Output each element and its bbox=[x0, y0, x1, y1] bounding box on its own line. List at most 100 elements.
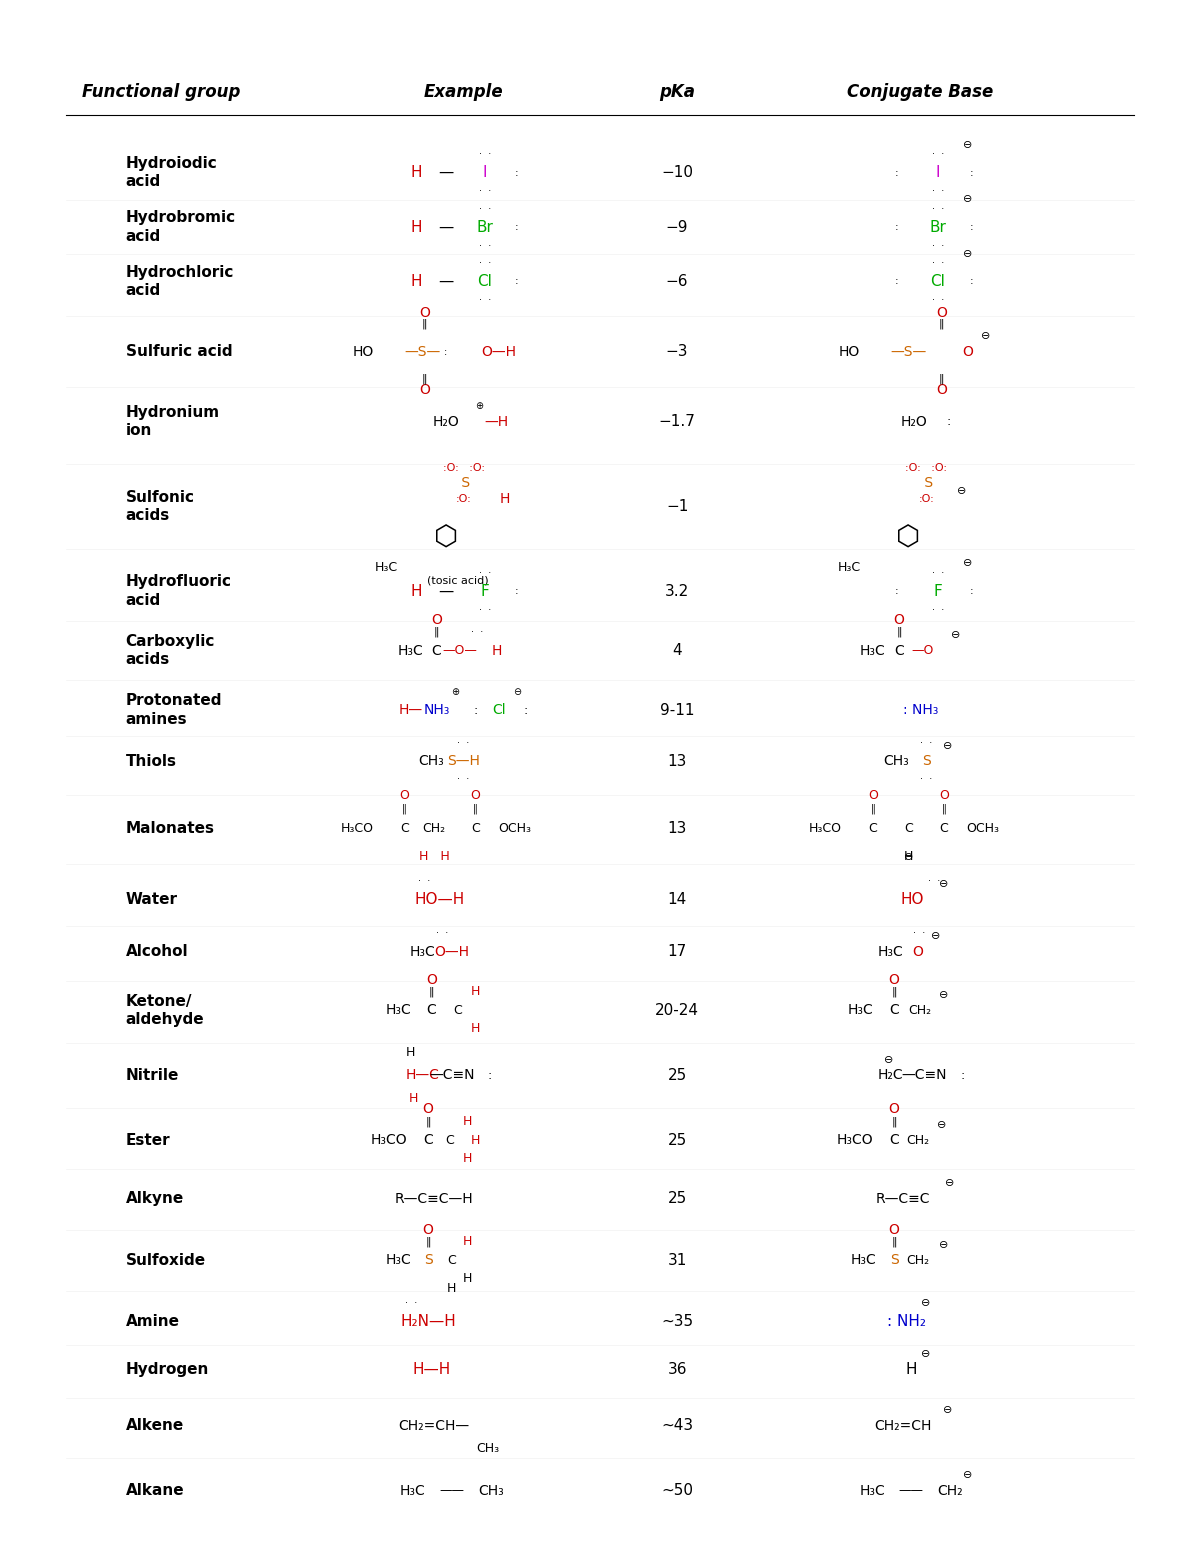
Text: H: H bbox=[500, 492, 510, 506]
Text: C: C bbox=[869, 823, 877, 836]
Text: H₃C: H₃C bbox=[860, 643, 886, 657]
Text: CH₂=CH—: CH₂=CH— bbox=[398, 1419, 469, 1433]
Text: :: : bbox=[943, 415, 952, 429]
Text: ⊕: ⊕ bbox=[475, 401, 484, 412]
Text: Cl: Cl bbox=[931, 273, 946, 289]
Text: ⬡: ⬡ bbox=[433, 523, 458, 551]
Text: ·  ·: · · bbox=[436, 929, 449, 938]
Text: CH₃: CH₃ bbox=[478, 1483, 504, 1497]
Text: Amine: Amine bbox=[126, 1314, 180, 1329]
Text: O: O bbox=[426, 972, 437, 986]
Text: −1: −1 bbox=[666, 499, 689, 514]
Text: H: H bbox=[462, 1236, 472, 1249]
Text: 20-24: 20-24 bbox=[655, 1003, 700, 1017]
Text: :: : bbox=[970, 168, 973, 177]
Text: H₃CO: H₃CO bbox=[836, 1134, 874, 1148]
Text: ·  ·: · · bbox=[479, 258, 491, 269]
Text: ·  ·: · · bbox=[932, 567, 944, 578]
Text: −9: −9 bbox=[666, 219, 689, 235]
Text: CH₂: CH₂ bbox=[908, 1003, 932, 1017]
Text: ·  ·: · · bbox=[479, 186, 491, 196]
Text: 25: 25 bbox=[667, 1132, 686, 1148]
Text: :: : bbox=[473, 704, 478, 717]
Text: Ester: Ester bbox=[126, 1132, 170, 1148]
Text: H₃C: H₃C bbox=[397, 643, 424, 657]
Text: H₃C: H₃C bbox=[838, 561, 860, 575]
Text: C: C bbox=[424, 1134, 433, 1148]
Text: H: H bbox=[410, 273, 422, 289]
Text: H₃C: H₃C bbox=[860, 1483, 886, 1497]
Text: O: O bbox=[419, 306, 430, 320]
Text: :: : bbox=[515, 585, 518, 596]
Text: H: H bbox=[492, 643, 502, 657]
Text: ‖: ‖ bbox=[473, 804, 478, 814]
Text: CH₂: CH₂ bbox=[422, 823, 445, 836]
Text: :O:: :O: bbox=[456, 494, 472, 503]
Text: —: — bbox=[438, 273, 454, 289]
Text: Ketone/
aldehyde: Ketone/ aldehyde bbox=[126, 994, 204, 1027]
Text: −3: −3 bbox=[666, 345, 689, 359]
Text: :: : bbox=[515, 222, 518, 231]
Text: Alkane: Alkane bbox=[126, 1483, 184, 1499]
Text: 3.2: 3.2 bbox=[665, 584, 689, 598]
Text: H₃C: H₃C bbox=[374, 561, 398, 575]
Text: Hydronium
ion: Hydronium ion bbox=[126, 405, 220, 438]
Text: S: S bbox=[922, 755, 930, 769]
Text: Hydrobromic
acid: Hydrobromic acid bbox=[126, 210, 235, 244]
Text: :: : bbox=[515, 168, 518, 177]
Text: :: : bbox=[895, 168, 899, 177]
Text: ⊖: ⊖ bbox=[964, 248, 972, 259]
Text: ⊖: ⊖ bbox=[980, 331, 990, 342]
Text: O—H: O—H bbox=[434, 944, 469, 958]
Text: −6: −6 bbox=[666, 273, 689, 289]
Text: O: O bbox=[940, 789, 949, 801]
Text: :O:   :O:: :O: :O: bbox=[443, 463, 485, 472]
Text: C: C bbox=[427, 1003, 437, 1017]
Text: ⊖: ⊖ bbox=[964, 559, 972, 568]
Text: ·  ·: · · bbox=[479, 295, 491, 304]
Text: H—C: H—C bbox=[406, 1068, 439, 1082]
Text: ⊖: ⊖ bbox=[952, 631, 960, 640]
Text: ‖: ‖ bbox=[938, 374, 944, 385]
Text: ⊖: ⊖ bbox=[943, 741, 953, 750]
Text: :: : bbox=[523, 704, 528, 717]
Text: H₃C: H₃C bbox=[385, 1253, 412, 1267]
Text: Hydrochloric
acid: Hydrochloric acid bbox=[126, 264, 234, 298]
Text: ‖: ‖ bbox=[425, 1117, 431, 1127]
Text: CH₃: CH₃ bbox=[475, 1443, 499, 1455]
Text: ‖: ‖ bbox=[425, 1236, 431, 1247]
Text: Example: Example bbox=[424, 82, 504, 101]
Text: −1.7: −1.7 bbox=[659, 415, 696, 429]
Text: ·  ·: · · bbox=[457, 775, 469, 784]
Text: —S—: —S— bbox=[404, 345, 440, 359]
Text: H: H bbox=[462, 1272, 472, 1286]
Text: ‖: ‖ bbox=[428, 986, 434, 997]
Text: ·  ·: · · bbox=[932, 604, 944, 615]
Text: C: C bbox=[445, 1134, 454, 1146]
Text: ⊖: ⊖ bbox=[964, 194, 972, 205]
Text: pKa: pKa bbox=[659, 82, 695, 101]
Text: ~43: ~43 bbox=[661, 1418, 694, 1433]
Text: ·  ·: · · bbox=[419, 876, 431, 887]
Text: —: — bbox=[438, 584, 454, 598]
Text: H₃C: H₃C bbox=[409, 944, 434, 958]
Text: :: : bbox=[895, 585, 899, 596]
Text: O: O bbox=[889, 1222, 900, 1236]
Text: O: O bbox=[889, 972, 900, 986]
Text: —C≡N: —C≡N bbox=[428, 1068, 474, 1082]
Text: ·  ·: · · bbox=[479, 149, 491, 160]
Text: C: C bbox=[904, 823, 913, 836]
Text: CH₂: CH₂ bbox=[937, 1483, 962, 1497]
Text: H: H bbox=[410, 219, 422, 235]
Text: H: H bbox=[409, 1092, 419, 1104]
Text: ⊖: ⊖ bbox=[904, 851, 913, 862]
Text: ·  ·: · · bbox=[932, 295, 944, 304]
Text: H: H bbox=[448, 1281, 456, 1295]
Text: C: C bbox=[472, 823, 480, 836]
Text: —S—: —S— bbox=[890, 345, 926, 359]
Text: H: H bbox=[410, 165, 422, 180]
Text: H₃C: H₃C bbox=[877, 944, 904, 958]
Text: :: : bbox=[961, 1068, 965, 1082]
Text: Nitrile: Nitrile bbox=[126, 1068, 179, 1082]
Text: 31: 31 bbox=[667, 1253, 686, 1267]
